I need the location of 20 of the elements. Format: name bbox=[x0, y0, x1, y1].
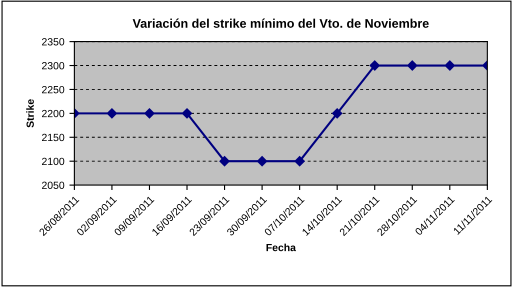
y-tick-label: 2250 bbox=[42, 86, 64, 94]
x-axis-title: Fecha bbox=[266, 244, 296, 252]
point bbox=[219, 156, 230, 166]
y-tick-label: 2050 bbox=[42, 182, 64, 189]
point bbox=[144, 108, 155, 118]
point bbox=[407, 60, 418, 71]
point bbox=[444, 60, 455, 71]
point bbox=[182, 108, 192, 118]
y-tick-label: 2100 bbox=[42, 158, 64, 166]
y-tick-label: 2300 bbox=[42, 62, 64, 70]
y-tick-label: 2350 bbox=[42, 38, 64, 46]
point bbox=[106, 108, 118, 118]
point bbox=[294, 156, 305, 166]
y-tick-label: 2150 bbox=[42, 134, 64, 142]
chart-title: Variación del strike mínimo del Vto. de Noviembre bbox=[132, 18, 429, 28]
point bbox=[332, 108, 342, 118]
y-axis-title: Strike bbox=[26, 99, 34, 128]
point bbox=[256, 156, 268, 166]
point bbox=[370, 60, 380, 71]
y-tick-label: 2200 bbox=[42, 110, 64, 118]
